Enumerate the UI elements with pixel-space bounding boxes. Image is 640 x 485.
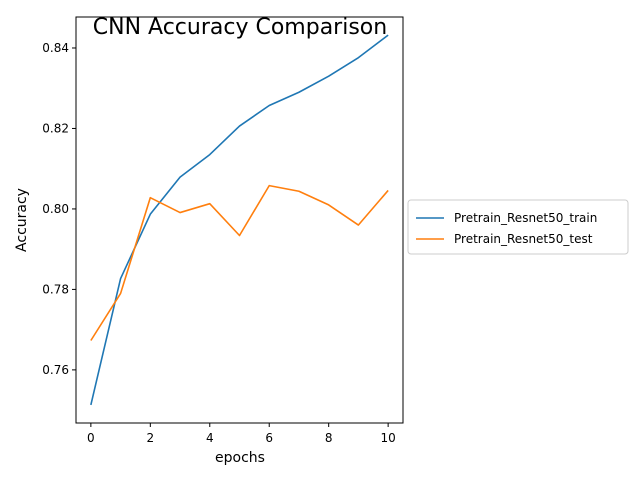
y-tick-label: 0.84: [42, 41, 69, 55]
y-tick-label: 0.78: [42, 282, 69, 296]
series-line-0: [90, 34, 389, 406]
x-tick-label: 4: [206, 431, 214, 445]
x-tick-label: 10: [380, 431, 395, 445]
series-line-1: [90, 184, 389, 341]
legend: Pretrain_Resnet50_train Pretrain_Resnet50…: [407, 199, 629, 255]
x-tick-label: 6: [265, 431, 273, 445]
x-tick-label: 2: [146, 431, 154, 445]
legend-label-0: Pretrain_Resnet50_train: [454, 211, 597, 225]
y-tick-label: 0.80: [42, 202, 69, 216]
x-tick-label: 0: [87, 431, 95, 445]
y-axis-label: Accuracy: [14, 188, 30, 252]
plot-frame: [75, 16, 404, 424]
legend-label-1: Pretrain_Resnet50_test: [454, 232, 593, 246]
x-axis-label: epochs: [215, 450, 265, 466]
y-tick-label: 0.82: [42, 121, 69, 135]
y-tick-label: 0.76: [42, 363, 69, 377]
legend-box: [407, 199, 629, 255]
chart-title: CNN Accuracy Comparison: [93, 15, 387, 40]
x-tick-label: 8: [325, 431, 333, 445]
